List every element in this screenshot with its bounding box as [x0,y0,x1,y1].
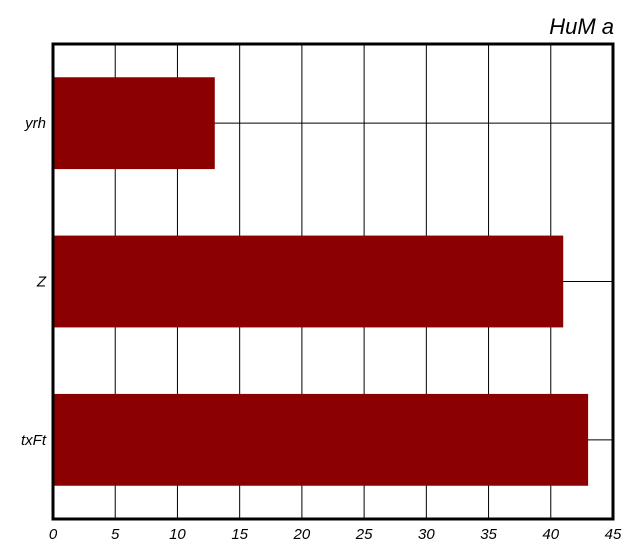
chart-title: HuM a [549,14,614,39]
x-tick-label: 20 [293,526,311,543]
x-tick-label: 15 [231,526,248,543]
x-tick-label: 5 [111,526,120,543]
x-tick-label: 40 [542,526,559,543]
plot-frame [51,42,615,521]
x-axis-ticks: 0 5 10 15 20 25 30 35 40 45 [49,526,622,543]
x-tick-label: 25 [355,526,373,543]
x-tick-label: 45 [605,526,622,543]
x-tick-label: 35 [480,526,497,543]
category-label: Z [36,274,47,291]
x-tick-label: 30 [418,526,435,543]
category-label: yrh [24,115,46,132]
category-label: txFt [21,432,47,449]
x-tick-label: 0 [49,526,58,543]
bar [53,235,564,328]
bar [53,77,215,170]
x-tick-label: 10 [169,526,186,543]
bar [53,393,589,486]
bars [53,77,589,486]
